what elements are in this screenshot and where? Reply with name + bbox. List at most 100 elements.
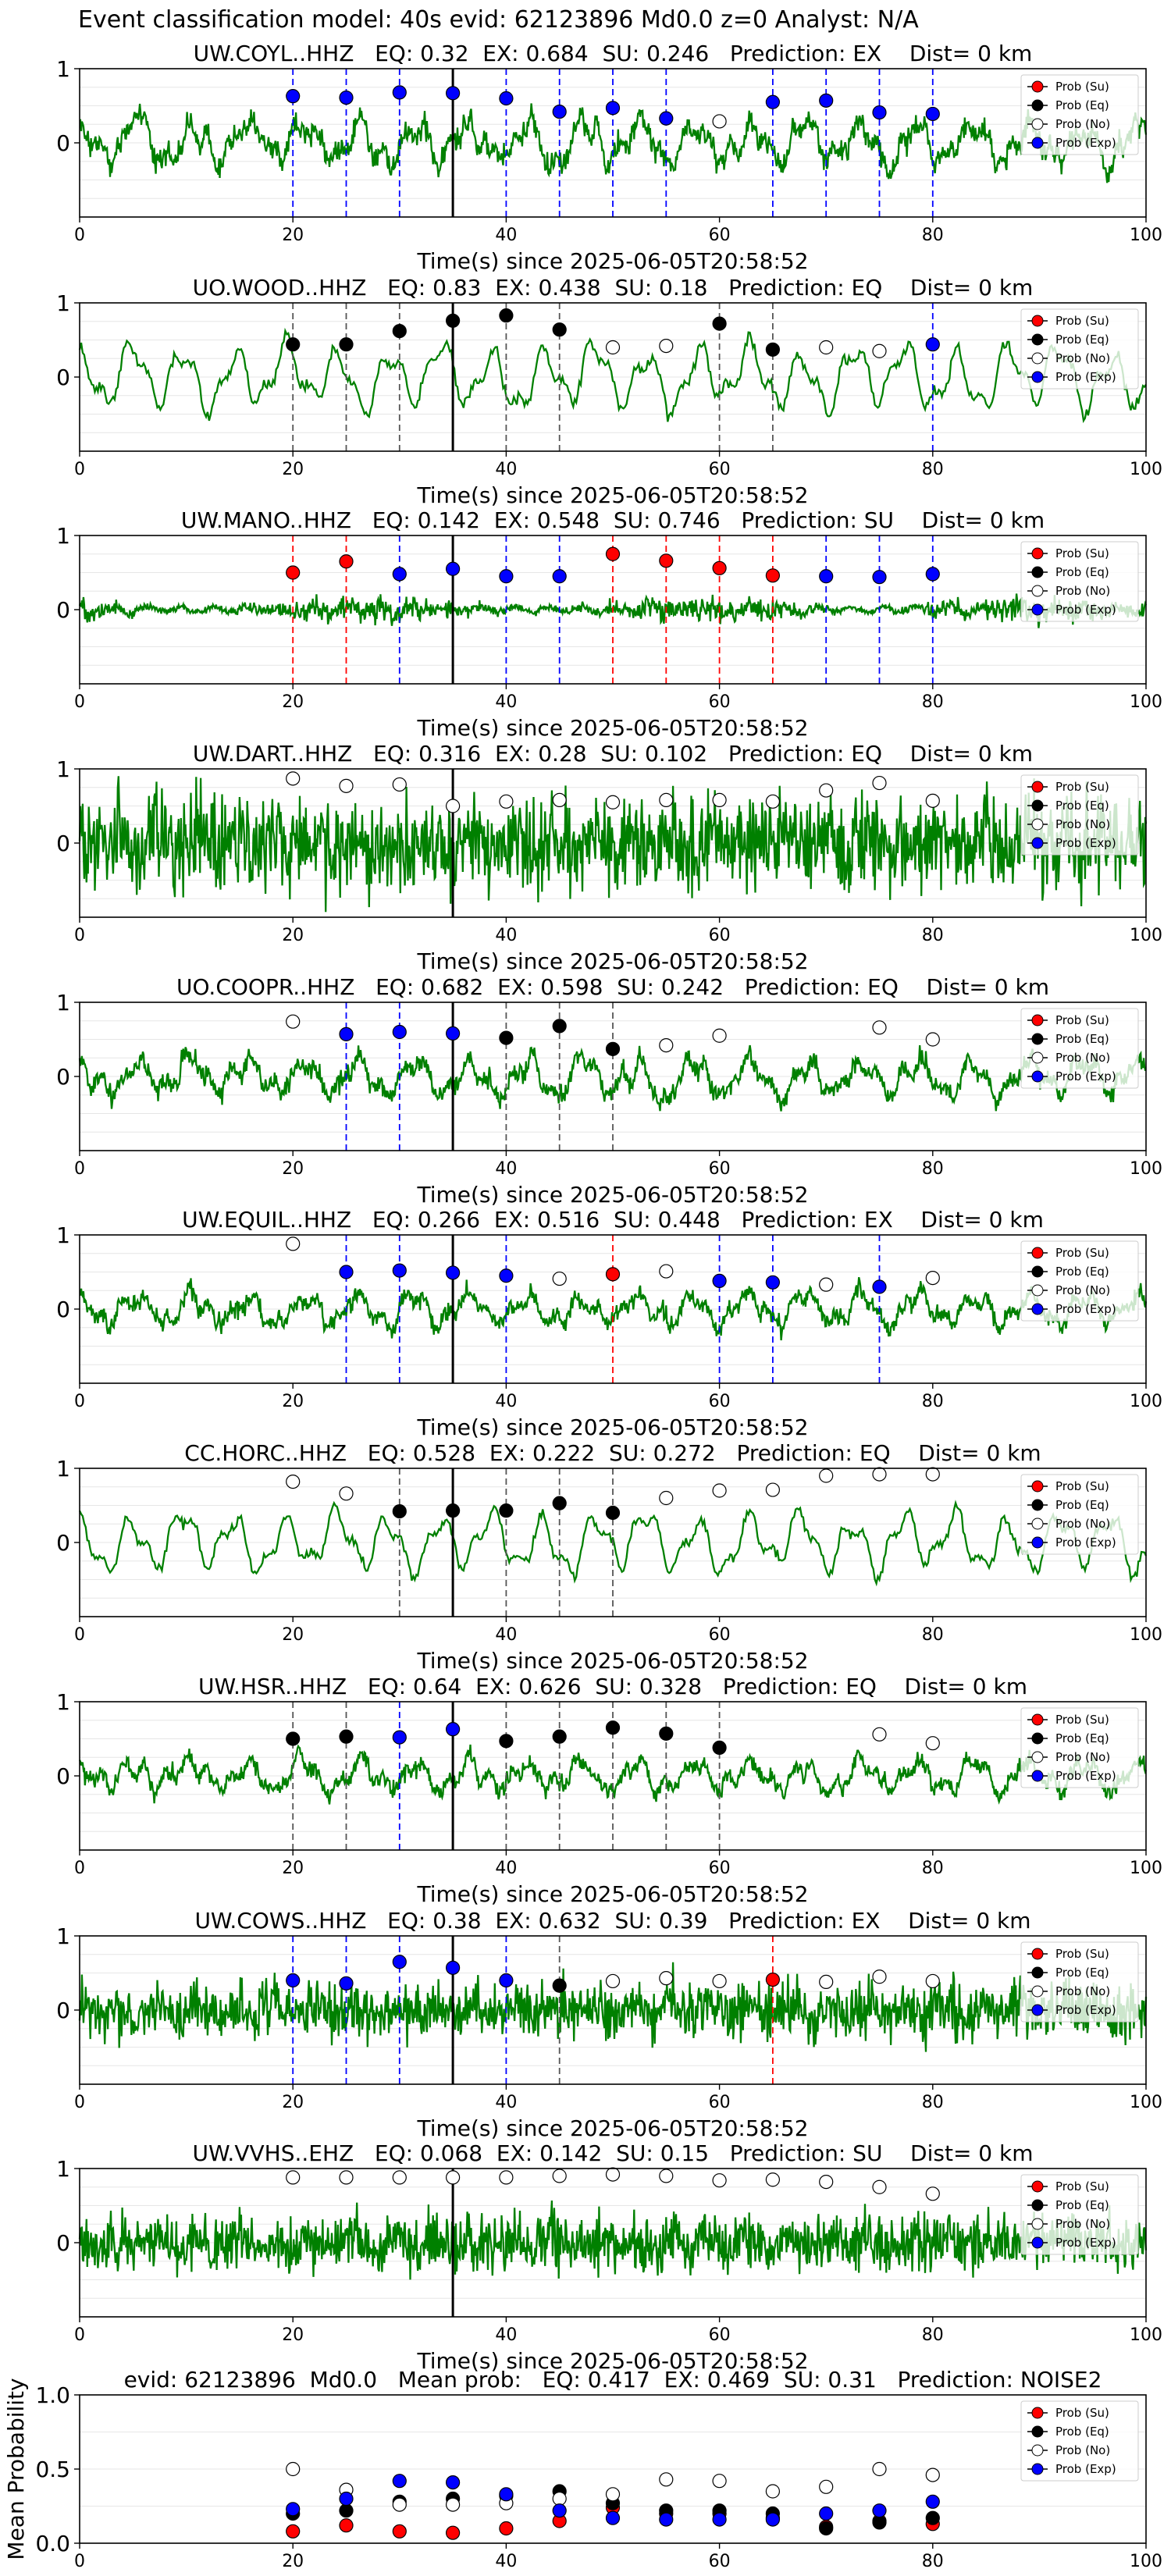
x-tick-label: 20 — [282, 2552, 304, 2571]
prob-marker-su — [339, 554, 354, 569]
x-tick-label: 100 — [1130, 692, 1162, 712]
legend-label-no: Prob (No) — [1055, 117, 1110, 131]
prob-marker-no — [925, 1270, 940, 1286]
legend-box — [1020, 74, 1139, 155]
y-tick-label: 1 — [56, 756, 70, 782]
prob-marker-exp — [872, 105, 887, 120]
x-tick-label: 0 — [74, 1392, 85, 1411]
y-tick-label: 1 — [56, 290, 70, 316]
prob-marker-exp — [552, 569, 567, 584]
prob-marker-no — [872, 1727, 887, 1742]
prob-marker-no — [659, 792, 674, 808]
prob-marker-exp — [445, 1026, 461, 1041]
legend-marker-exp — [1031, 1303, 1044, 1315]
waveform-trace — [78, 2200, 1148, 2280]
prob-marker-no — [339, 1486, 354, 1501]
legend-label-su: Prob (Su) — [1055, 2179, 1109, 2194]
mean-prob-marker-su — [499, 2521, 514, 2536]
panel-title: CC.HORC..HHZ EQ: 0.528 EX: 0.222 SU: 0.2… — [184, 1440, 1041, 1466]
legend-marker-no — [1031, 1517, 1044, 1530]
legend-box — [1020, 1941, 1139, 2023]
legend-label-eq: Prob (Eq) — [1055, 1498, 1109, 1512]
prob-marker-eq — [605, 1720, 621, 1735]
prob-marker-no — [499, 794, 514, 809]
prob-marker-no — [872, 775, 887, 791]
mean-prob-marker-no — [765, 2484, 781, 2499]
x-tick-label: 60 — [709, 2325, 731, 2345]
prob-marker-eq — [552, 1496, 567, 1510]
y-tick-label: 0.0 — [35, 2531, 70, 2556]
prob-marker-eq — [552, 1729, 567, 1744]
prob-marker-eq — [499, 1030, 514, 1045]
x-tick-label: 40 — [495, 692, 517, 712]
mean-prob-marker-no — [819, 2479, 834, 2494]
panel-title: UW.COWS..HHZ EQ: 0.38 EX: 0.632 SU: 0.39… — [194, 1908, 1030, 1934]
x-tick-label: 0 — [74, 926, 85, 945]
x-tick-label: 80 — [922, 2093, 944, 2112]
legend-label-exp: Prob (Exp) — [1055, 370, 1116, 384]
x-tick-label: 80 — [922, 2325, 944, 2345]
x-axis-label: Time(s) since 2025-06-05T20:58:52 — [416, 1648, 808, 1674]
legend-marker-exp — [1031, 2236, 1044, 2249]
x-tick-label: 0 — [74, 2552, 85, 2571]
prob-marker-eq — [499, 1734, 514, 1749]
prob-marker-exp — [552, 105, 567, 119]
y-tick-label: 0 — [56, 1297, 70, 1322]
legend-label-exp: Prob (Exp) — [1055, 1535, 1116, 1550]
legend-marker-su — [1031, 1014, 1044, 1026]
x-tick-label: 60 — [709, 1625, 731, 1645]
legend-marker-exp — [1031, 2463, 1044, 2475]
x-tick-label: 0 — [74, 460, 85, 479]
legend-marker-exp — [1031, 371, 1044, 383]
prob-marker-exp — [819, 93, 834, 108]
legend-label-no: Prob (No) — [1055, 584, 1110, 598]
prob-marker-exp — [925, 106, 940, 122]
prob-marker-no — [872, 1467, 887, 1482]
legend-label-su: Prob (Su) — [1055, 780, 1109, 794]
y-tick-label: 1 — [56, 1456, 70, 1482]
legend-label-no: Prob (No) — [1055, 1283, 1110, 1297]
prob-marker-eq — [499, 1503, 514, 1518]
legend-box — [1020, 1707, 1139, 1788]
legend-label-su: Prob (Su) — [1055, 2406, 1109, 2420]
prob-marker-eq — [659, 1726, 674, 1741]
y-tick-label: 0 — [56, 597, 70, 623]
legend-label-eq: Prob (Eq) — [1055, 1265, 1109, 1279]
prob-marker-no — [819, 1468, 834, 1483]
prob-marker-exp — [339, 1265, 354, 1279]
prob-marker-no — [712, 1483, 727, 1498]
prob-marker-eq — [765, 342, 781, 357]
legend-marker-exp — [1031, 1770, 1044, 1782]
mean-prob-marker-exp — [339, 2491, 354, 2507]
prob-marker-exp — [819, 569, 834, 584]
prob-marker-exp — [445, 86, 461, 101]
x-tick-label: 0 — [74, 692, 85, 712]
panel-title: UO.WOOD..HHZ EQ: 0.83 EX: 0.438 SU: 0.18… — [193, 275, 1034, 301]
x-tick-label: 60 — [709, 926, 731, 945]
prob-marker-eq — [339, 1729, 354, 1744]
panel-title: UW.EQUIL..HHZ EQ: 0.266 EX: 0.516 SU: 0.… — [182, 1207, 1044, 1233]
panel-title: UO.COOPR..HHZ EQ: 0.682 EX: 0.598 SU: 0.… — [176, 974, 1049, 1000]
prob-marker-no — [286, 771, 301, 786]
legend-label-su: Prob (Su) — [1055, 314, 1109, 328]
panel-title: UW.COYL..HHZ EQ: 0.32 EX: 0.684 SU: 0.24… — [194, 41, 1033, 66]
prob-marker-exp — [445, 1960, 461, 1975]
prob-marker-no — [392, 2170, 407, 2185]
legend-label-eq: Prob (Eq) — [1055, 1731, 1109, 1745]
legend-marker-exp — [1031, 1070, 1044, 1083]
prob-marker-no — [925, 1973, 940, 1989]
x-tick-label: 80 — [922, 1159, 944, 1179]
x-tick-label: 100 — [1130, 1859, 1162, 1878]
prob-marker-eq — [552, 322, 567, 337]
prob-marker-su — [286, 565, 301, 580]
prob-marker-no — [712, 792, 727, 808]
prob-marker-exp — [765, 1275, 781, 1290]
mean-prob-marker-no — [605, 2487, 621, 2502]
legend-marker-eq — [1031, 799, 1044, 812]
waveform-trace — [78, 1962, 1148, 2052]
prob-marker-no — [659, 2169, 674, 2183]
legend-marker-no — [1031, 1751, 1044, 1763]
x-tick-label: 80 — [922, 926, 944, 945]
